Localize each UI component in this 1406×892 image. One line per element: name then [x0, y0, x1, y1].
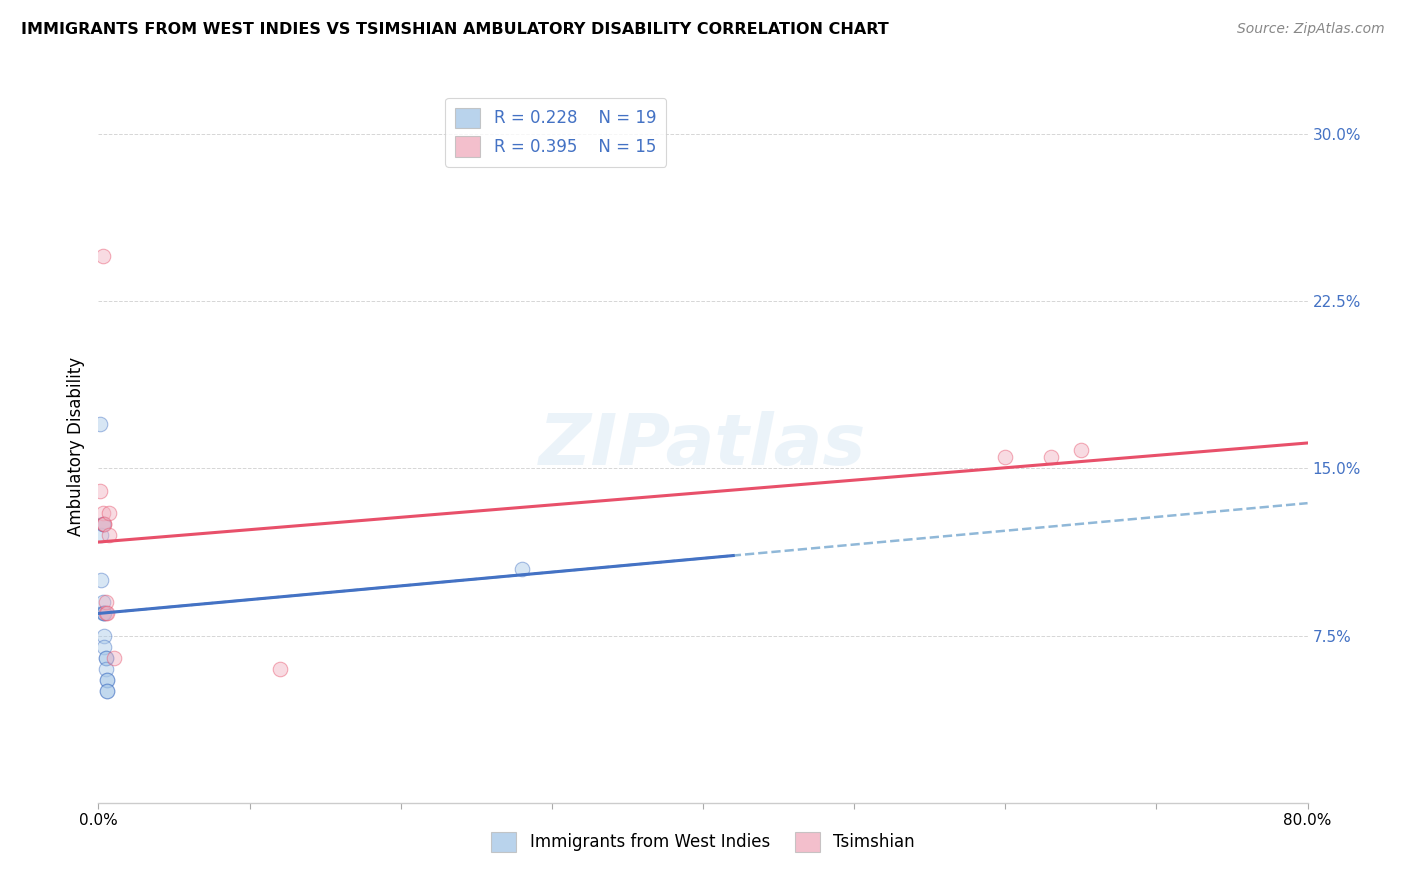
Point — [91, 516, 114, 531]
Y-axis label: Ambulatory Disability: Ambulatory Disability — [66, 357, 84, 535]
Text: IMMIGRANTS FROM WEST INDIES VS TSIMSHIAN AMBULATORY DISABILITY CORRELATION CHART: IMMIGRANTS FROM WEST INDIES VS TSIMSHIAN… — [21, 22, 889, 37]
Point — [91, 607, 114, 621]
Point — [98, 506, 121, 520]
Point — [96, 684, 118, 698]
Point — [93, 628, 115, 642]
Point — [510, 562, 533, 576]
Point — [994, 450, 1017, 464]
Text: ZIPatlas: ZIPatlas — [540, 411, 866, 481]
Point — [90, 528, 112, 542]
Point — [1070, 443, 1092, 458]
Point — [96, 673, 118, 687]
Point — [93, 640, 115, 654]
Point — [94, 595, 117, 609]
Point — [1039, 450, 1062, 464]
Point — [94, 607, 117, 621]
Point — [89, 417, 111, 431]
Point — [90, 573, 112, 587]
Point — [269, 662, 291, 676]
Point — [93, 516, 115, 531]
Point — [93, 607, 115, 621]
Legend: Immigrants from West Indies, Tsimshian: Immigrants from West Indies, Tsimshian — [485, 825, 921, 859]
Point — [91, 506, 114, 520]
Point — [103, 651, 125, 665]
Text: Source: ZipAtlas.com: Source: ZipAtlas.com — [1237, 22, 1385, 37]
Point — [89, 483, 111, 498]
Point — [93, 607, 115, 621]
Point — [96, 673, 118, 687]
Point — [94, 662, 117, 676]
Point — [98, 528, 121, 542]
Point — [93, 516, 115, 531]
Point — [91, 516, 114, 531]
Point — [91, 595, 114, 609]
Point — [96, 607, 118, 621]
Point — [94, 651, 117, 665]
Point — [96, 684, 118, 698]
Point — [94, 651, 117, 665]
Point — [91, 249, 114, 264]
